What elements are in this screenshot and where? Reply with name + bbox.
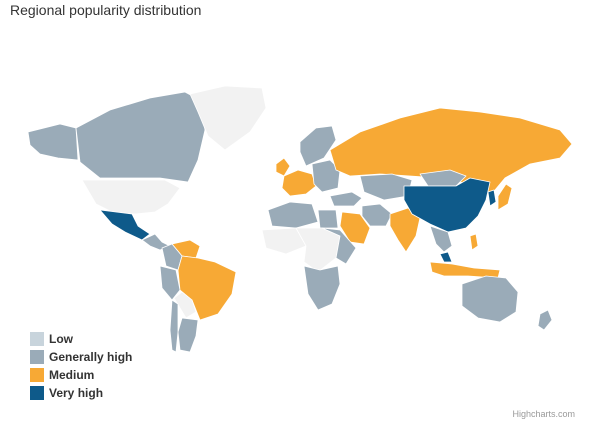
legend-item-medium[interactable]: Medium: [30, 366, 132, 384]
region-australia[interactable]: [461, 275, 519, 323]
legend: Low Generally high Medium Very high: [30, 330, 132, 402]
region-iran[interactable]: [361, 203, 393, 227]
credits-link[interactable]: Highcharts.com: [512, 409, 575, 419]
region-brazil[interactable]: [177, 255, 237, 321]
region-turkey[interactable]: [329, 191, 363, 207]
region-egypt[interactable]: [317, 209, 339, 229]
region-bolivia[interactable]: [173, 291, 197, 319]
chart-title: Regional popularity distribution: [10, 2, 202, 18]
legend-item-generally-high[interactable]: Generally high: [30, 348, 132, 366]
region-mongolia[interactable]: [419, 169, 467, 187]
region-mexico[interactable]: [99, 209, 151, 241]
region-western-europe[interactable]: [281, 169, 317, 197]
region-canada[interactable]: [75, 91, 206, 183]
region-chile[interactable]: [169, 299, 179, 353]
legend-label: Generally high: [49, 350, 133, 364]
region-north-africa[interactable]: [267, 201, 319, 229]
legend-label: Medium: [49, 368, 95, 382]
region-greenland[interactable]: [189, 85, 267, 151]
region-east-africa[interactable]: [321, 227, 357, 265]
region-peru[interactable]: [159, 265, 181, 301]
region-west-africa[interactable]: [261, 227, 307, 255]
region-scandinavia[interactable]: [299, 125, 337, 167]
region-southern-africa[interactable]: [303, 265, 341, 311]
region-southeast-asia[interactable]: [429, 225, 453, 253]
region-eastern-europe[interactable]: [311, 159, 341, 193]
region-argentina[interactable]: [177, 317, 199, 353]
region-indonesia[interactable]: [429, 261, 501, 279]
region-new-zealand[interactable]: [537, 309, 553, 331]
legend-swatch: [30, 350, 44, 364]
legend-swatch: [30, 368, 44, 382]
region-philippines[interactable]: [469, 233, 479, 251]
legend-swatch: [30, 332, 44, 346]
region-malaysia[interactable]: [439, 251, 453, 263]
legend-label: Low: [49, 332, 73, 346]
region-alaska[interactable]: [27, 123, 79, 161]
region-united-kingdom[interactable]: [275, 157, 291, 177]
region-japan[interactable]: [497, 183, 513, 211]
region-china[interactable]: [403, 177, 491, 233]
legend-item-low[interactable]: Low: [30, 330, 132, 348]
region-saudi-arabia[interactable]: [339, 211, 371, 245]
legend-label: Very high: [49, 386, 104, 400]
legend-swatch: [30, 386, 44, 400]
region-korea[interactable]: [487, 189, 497, 207]
region-united-states[interactable]: [81, 179, 181, 215]
region-central-africa[interactable]: [295, 227, 341, 273]
legend-item-very-high[interactable]: Very high: [30, 384, 132, 402]
